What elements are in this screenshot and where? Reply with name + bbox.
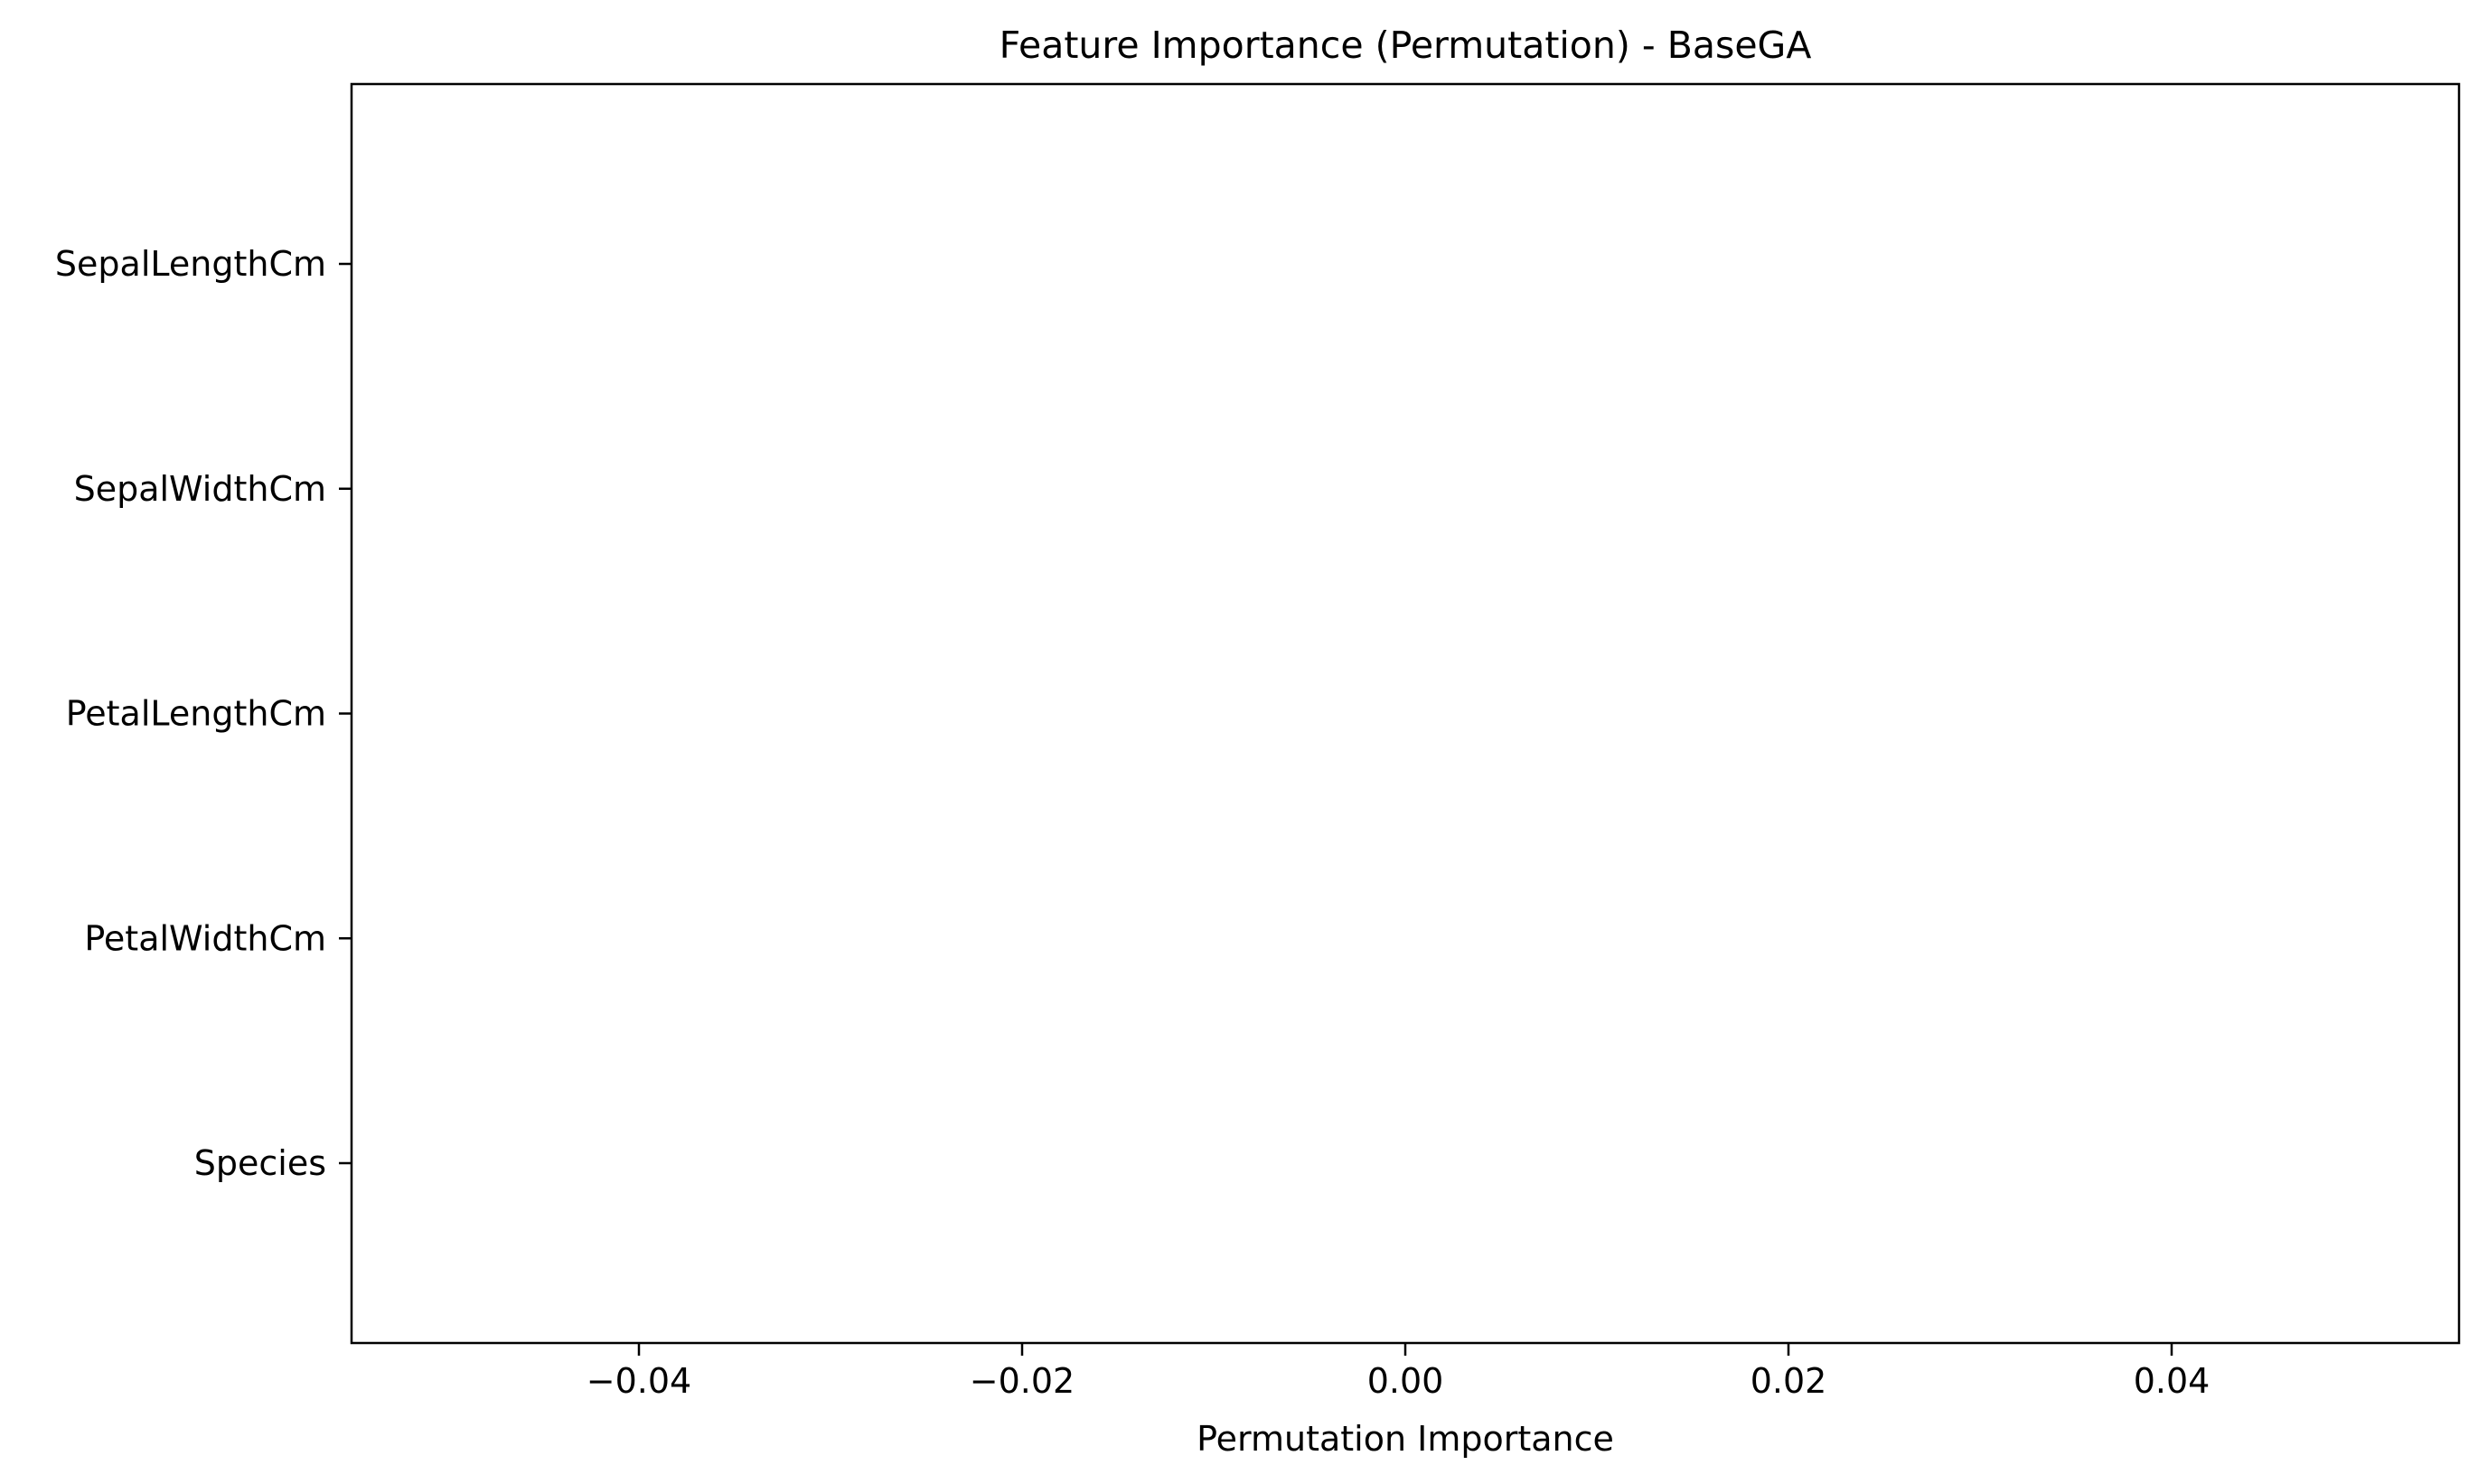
y-tick-label: Species [194, 1143, 326, 1183]
x-tick-label: 0.04 [2134, 1361, 2210, 1401]
chart-title: Feature Importance (Permutation) - BaseG… [1000, 23, 1812, 67]
y-tick-label: PetalLengthCm [66, 694, 326, 734]
y-tick-label: PetalWidthCm [84, 918, 326, 958]
x-tick-label: −0.04 [587, 1361, 691, 1401]
x-tick-label: −0.02 [970, 1361, 1075, 1401]
y-tick-label: SepalLengthCm [55, 244, 326, 284]
x-tick-label: 0.00 [1367, 1361, 1444, 1401]
x-tick-label: 0.02 [1751, 1361, 1827, 1401]
y-axis: SepalLengthCm SepalWidthCm PetalLengthCm Pe… [55, 244, 352, 1183]
x-axis-label: Permutation Importance [1197, 1419, 1614, 1459]
x-axis: −0.04 −0.02 0.00 0.02 0.04 [587, 1343, 2210, 1401]
y-tick-label: SepalWidthCm [74, 469, 326, 509]
